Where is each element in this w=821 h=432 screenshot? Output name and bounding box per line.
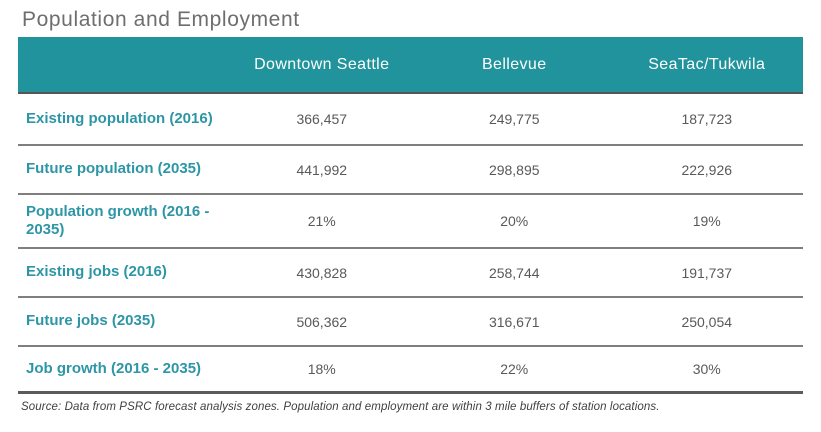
cell-value: 187,723 xyxy=(681,111,733,127)
cell-value: 506,362 xyxy=(296,313,348,330)
cell-value: 366,457 xyxy=(296,111,348,127)
table-row: Population growth (2016 - 2035) 21% 20% … xyxy=(18,194,803,248)
cell-value: 191,737 xyxy=(681,264,733,281)
table-row: Existing population (2016) 366,457 249,7… xyxy=(18,93,803,145)
cell-value: 249,775 xyxy=(488,111,540,127)
source-note: Source: Data from PSRC forecast analysis… xyxy=(21,400,660,413)
table-header-row: Downtown Seattle Bellevue SeaTac/Tukwila xyxy=(18,37,803,93)
cell-value: 258,744 xyxy=(488,264,540,281)
population-employment-table: Downtown Seattle Bellevue SeaTac/Tukwila… xyxy=(18,37,803,394)
column-header-downtown-seattle: Downtown Seattle xyxy=(225,37,418,93)
row-label-future-population: Future population (2035) xyxy=(26,160,202,178)
table-row: Future jobs (2035) 506,362 316,671 250,0… xyxy=(18,297,803,346)
column-header-seatac-tukwila: SeaTac/Tukwila xyxy=(610,37,803,93)
cell-value: 22% xyxy=(500,360,529,377)
cell-value: 18% xyxy=(307,360,336,377)
cell-value: 430,828 xyxy=(296,264,348,281)
row-label-population-growth: Population growth (2016 - 2035) xyxy=(26,202,210,238)
row-label-existing-population: Existing population (2016) xyxy=(26,109,213,127)
cell-value: 316,671 xyxy=(488,313,540,330)
cell-value: 20% xyxy=(500,213,529,229)
cell-value: 298,895 xyxy=(488,161,540,178)
report-page: Population and Employment Downtown Seatt… xyxy=(0,7,821,432)
cell-value: 21% xyxy=(307,213,336,229)
header-corner-cell xyxy=(18,37,226,93)
column-header-bellevue: Bellevue xyxy=(418,37,611,93)
table-row: Job growth (2016 - 2035) 18% 22% 30% xyxy=(18,346,803,392)
row-label-job-growth: Job growth (2016 - 2035) xyxy=(26,359,202,377)
table-row: Future population (2035) 441,992 298,895… xyxy=(18,145,803,194)
cell-value: 441,992 xyxy=(296,161,348,178)
table-row: Existing jobs (2016) 430,828 258,744 191… xyxy=(18,248,803,297)
row-label-existing-jobs: Existing jobs (2016) xyxy=(26,263,167,281)
cell-value: 19% xyxy=(692,213,721,229)
page-title: Population and Employment xyxy=(22,8,300,31)
cell-value: 250,054 xyxy=(681,313,733,330)
row-label-future-jobs: Future jobs (2035) xyxy=(26,312,156,330)
cell-value: 222,926 xyxy=(681,161,733,178)
cell-value: 30% xyxy=(692,360,721,377)
